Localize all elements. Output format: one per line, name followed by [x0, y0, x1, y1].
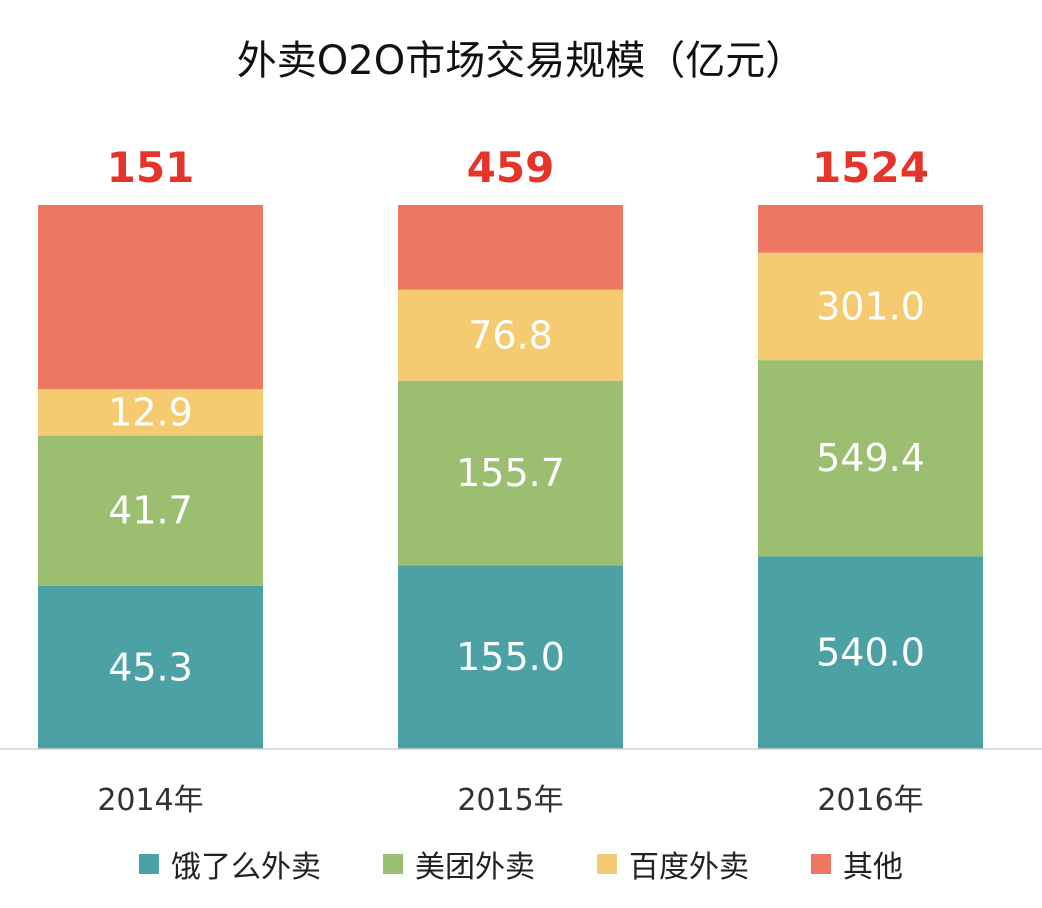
legend-item: 其他: [811, 842, 903, 886]
bar-segment: [38, 389, 263, 436]
legend-label: 饿了么外卖: [171, 850, 321, 885]
x-tick-label: 2016年: [817, 783, 923, 818]
legend-swatch: [139, 854, 159, 874]
segment-value-label: 12.9: [108, 390, 193, 434]
x-tick-labels-group: 2014年 2015年 2016年: [97, 783, 923, 818]
bar-segment: [758, 205, 983, 253]
total-value-label: 151: [107, 143, 195, 192]
bar-segment: [38, 585, 263, 749]
bar-segment: [758, 556, 983, 749]
segment-value-label: 540.0: [816, 631, 925, 675]
total-value-label: 459: [467, 143, 555, 192]
bar-segment: [38, 205, 263, 390]
bar-segment: [398, 565, 623, 749]
x-tick-label: 2015年: [457, 783, 563, 818]
bar-segment: [758, 360, 983, 557]
segment-labels-group: 45.3 41.7 12.9 155.0 155.7 76.8 540.0 549.4 301.…: [108, 284, 925, 689]
legend-label: 美团外卖: [415, 850, 535, 885]
legend-item: 百度外卖: [597, 842, 749, 886]
legend: 饿了么外卖 美团外卖 百度外卖 其他: [0, 842, 1042, 886]
segment-value-label: 41.7: [108, 489, 193, 533]
bar-segment: [38, 435, 263, 586]
legend-label: 百度外卖: [629, 850, 749, 885]
bars-group: [38, 205, 983, 749]
x-tick-label: 2014年: [97, 783, 203, 818]
bar-segment: [398, 380, 623, 566]
bar-segment: [758, 252, 983, 361]
legend-item: 美团外卖: [383, 842, 535, 886]
bar-segment: [398, 289, 623, 381]
segment-value-label: 155.7: [456, 451, 565, 495]
legend-label: 其他: [843, 850, 903, 885]
total-labels-group: 151 459 1524: [107, 143, 929, 192]
segment-value-label: 45.3: [108, 645, 193, 689]
legend-swatch: [383, 854, 403, 874]
segment-value-label: 301.0: [816, 284, 925, 328]
segment-value-label: 155.0: [456, 635, 565, 679]
legend-swatch: [597, 854, 617, 874]
bar-segment: [398, 205, 623, 290]
legend-swatch: [811, 854, 831, 874]
segment-value-label: 549.4: [816, 436, 925, 480]
segment-value-label: 76.8: [468, 313, 553, 357]
chart-title: 外卖O2O市场交易规模（亿元）: [236, 38, 806, 84]
total-value-label: 1524: [812, 143, 929, 192]
legend-item: 饿了么外卖: [139, 842, 321, 886]
